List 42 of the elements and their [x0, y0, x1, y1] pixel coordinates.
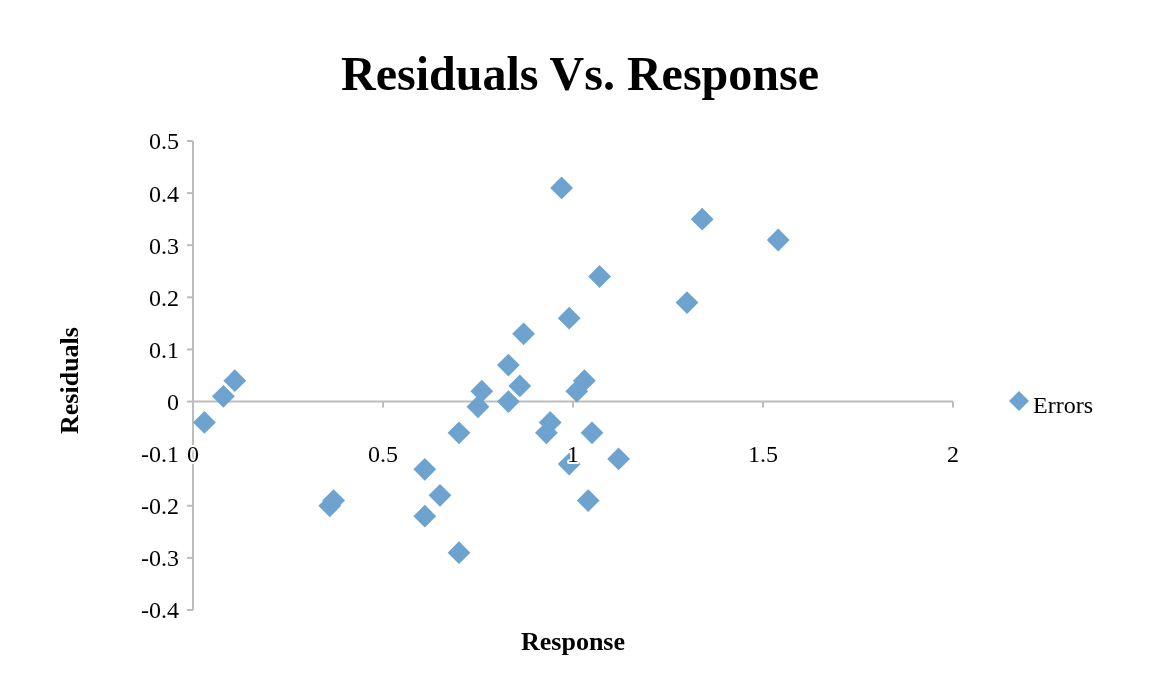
point	[447, 541, 471, 565]
point	[550, 176, 573, 200]
point	[580, 421, 604, 445]
y-tick-label: 0.1	[149, 336, 179, 363]
point	[497, 353, 520, 377]
y-tick-label: -0.4	[141, 597, 179, 624]
point	[193, 411, 216, 434]
point	[557, 306, 581, 330]
point	[413, 457, 437, 481]
point	[588, 265, 611, 288]
x-tick-label: 0	[187, 440, 199, 467]
point	[413, 504, 437, 528]
point	[447, 421, 471, 445]
y-tick-label: 0.5	[149, 128, 179, 155]
point	[466, 395, 490, 419]
x-tick-label: 0.5	[368, 440, 398, 467]
y-tick-label: 0.2	[149, 284, 179, 311]
point	[508, 374, 532, 398]
y-tick-label: 0.4	[149, 180, 179, 207]
point	[428, 483, 452, 507]
y-tick-label: -0.2	[141, 493, 179, 520]
x-axis-title: Response	[520, 627, 626, 656]
point	[512, 322, 535, 346]
chart-title: Residuals Vs. Response	[341, 47, 819, 100]
point	[576, 489, 600, 512]
point	[766, 228, 790, 252]
point	[690, 207, 714, 231]
point	[675, 291, 699, 314]
x-tick-label: 2	[947, 440, 959, 467]
point	[607, 447, 630, 471]
point	[497, 390, 520, 413]
y-axis-title: Residuals	[55, 327, 84, 434]
point	[470, 379, 494, 403]
point	[223, 369, 247, 393]
point	[573, 369, 596, 393]
y-tick-label: -0.3	[141, 545, 179, 572]
x-tick-label: 1.5	[748, 440, 778, 467]
y-tick-label: 0	[167, 388, 179, 415]
point	[212, 384, 235, 408]
legend-label: Errors	[1033, 392, 1093, 419]
y-tick-label: 0.3	[149, 232, 179, 259]
y-tick-label: -0.1	[141, 441, 179, 468]
